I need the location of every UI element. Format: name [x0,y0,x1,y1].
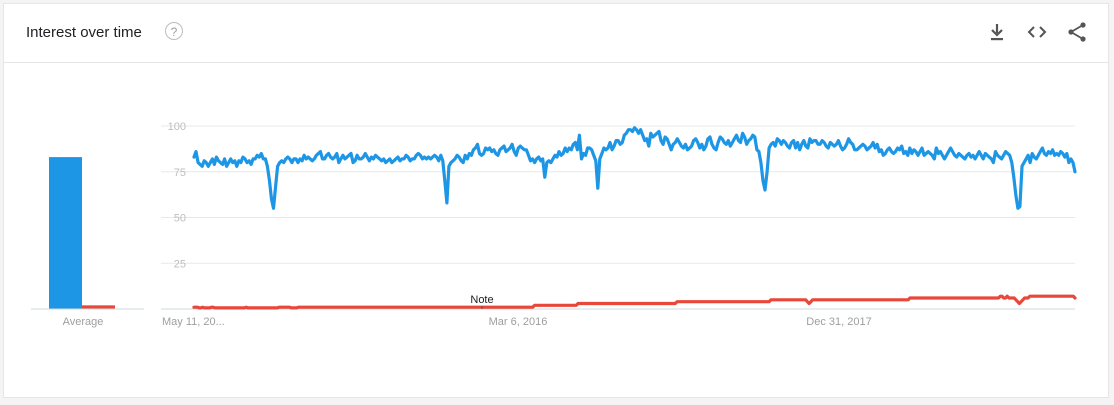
embed-code-icon[interactable] [1025,20,1049,44]
share-icon[interactable] [1065,20,1089,44]
y-tick-label-25: 25 [174,258,186,270]
help-icon[interactable]: ? [165,22,183,40]
y-tick-label-100: 100 [168,121,186,133]
card-header: Interest over time ? [4,4,1108,63]
download-icon[interactable] [985,20,1009,44]
y-tick-label-75: 75 [174,167,186,179]
x-tick-label-1: May 11, 20... [162,316,225,328]
interest-chart: 25 50 75 100 Average May 11, 20... Mar 6, 2016… [31,121,1077,328]
average-label: Average [63,316,104,328]
average-bar-2 [82,305,115,309]
y-tick-label-50: 50 [174,213,186,225]
x-tick-label-3: Dec 31, 2017 [806,316,871,328]
series-line-2 [192,294,1077,310]
note-annotation: Note [470,294,493,306]
card-title: Interest over time [26,24,142,41]
series-line-1 [192,126,1077,210]
interest-over-time-card: Interest over time ? 25 50 75 100 Average May… [3,3,1109,398]
x-tick-label-2: Mar 6, 2016 [489,316,548,328]
average-bar-1 [49,157,82,309]
